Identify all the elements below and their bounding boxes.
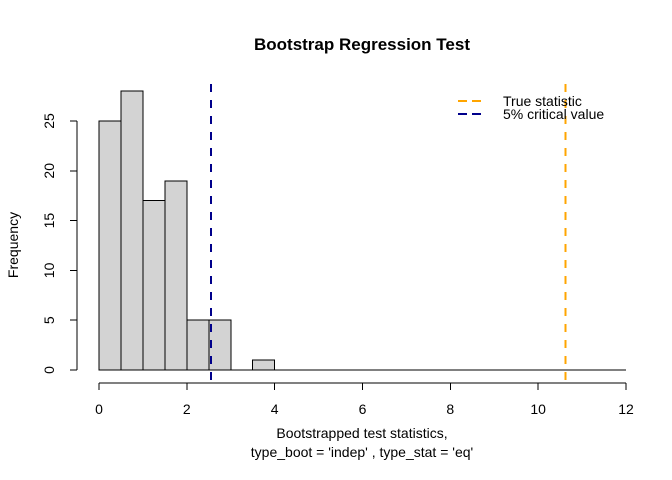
x-tick-label: 8 [446, 401, 454, 417]
legend-label-critical-value: 5% critical value [503, 106, 604, 122]
histogram-bar [142, 200, 166, 371]
y-tick-label: 15 [41, 213, 57, 229]
y-tick-label: 20 [41, 163, 57, 179]
y-tick-label: 10 [41, 262, 57, 278]
x-tick-label: 2 [183, 401, 191, 417]
histogram-bar [186, 319, 210, 371]
histogram-bar [98, 120, 122, 371]
x-tick-label: 10 [530, 401, 546, 417]
x-tick-label: 12 [618, 401, 634, 417]
y-tick-label: 0 [41, 366, 57, 374]
y-axis-label: Frequency [5, 212, 21, 278]
histogram-bar [164, 180, 188, 371]
legend-label-true-statistic: True statistic [503, 93, 582, 109]
y-tick-label: 25 [41, 113, 57, 129]
x-axis-label-line2: type_boot = 'indep' , type_stat = 'eq' [251, 444, 473, 460]
x-tick-label: 4 [271, 401, 279, 417]
y-tick-label: 5 [41, 316, 57, 324]
chart-title: Bootstrap Regression Test [254, 35, 470, 54]
x-axis-label-line1: Bootstrapped test statistics, [276, 425, 447, 441]
chart-layer: 0 2 4 6 8 10 12 0 5 10 15 20 25 [41, 84, 634, 417]
histogram-bar [208, 319, 232, 371]
x-tick-label: 6 [359, 401, 367, 417]
histogram-bar [252, 359, 276, 371]
x-tick-label: 0 [95, 401, 103, 417]
histogram-bar [120, 90, 144, 371]
